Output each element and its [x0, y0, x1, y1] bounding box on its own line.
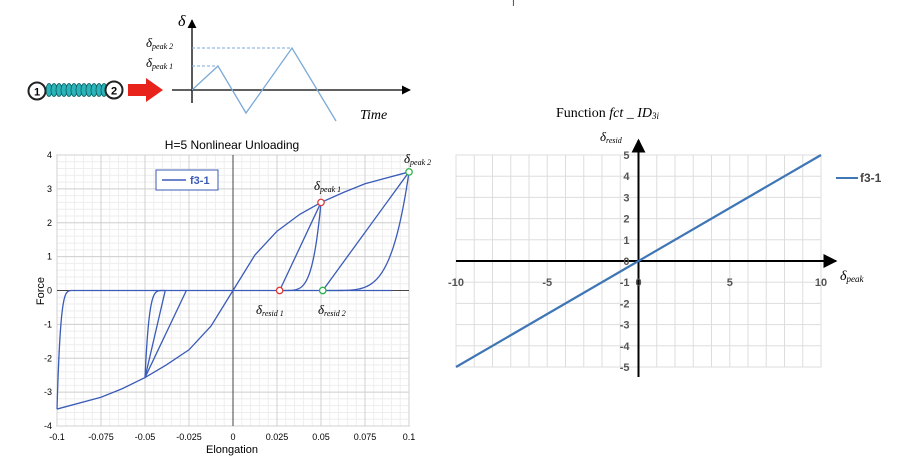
node-left	[27, 81, 47, 101]
left-x-tick-label: 0	[230, 432, 235, 442]
left-chart: H=5 Nonlinear Unloading -0.1 -0.075 -0.05-…	[35, 138, 431, 456]
right-y-tick-label: 2	[623, 214, 629, 226]
left-x-tick-label: 0.1	[403, 432, 416, 442]
left-y-tick-label: 0	[47, 286, 52, 296]
left-grid	[56, 154, 410, 427]
left-y-tick-label: 3	[47, 184, 52, 194]
displacement-history	[191, 46, 337, 122]
right-y-tick-label: 3	[623, 192, 629, 204]
left-legend-label: f3-1	[190, 175, 210, 187]
left-x-tick-label: 0.05	[312, 432, 330, 442]
right-series-line	[455, 154, 822, 368]
left-chart-title: H=5 Nonlinear Unloading	[165, 138, 299, 152]
right-y-tick-label: -5	[620, 362, 630, 374]
spring-element: 1 2	[27, 80, 124, 101]
left-x-tick-label: 0.075	[354, 432, 377, 442]
node-right-label: 2	[111, 86, 117, 98]
left-x-tick-label: -0.075	[88, 432, 114, 442]
right-y-tick-label: -1	[620, 277, 630, 289]
right-y-tick-label: 0	[623, 256, 629, 268]
right-y-tick-label: -3	[620, 320, 630, 332]
left-unloading-curve	[144, 289, 166, 378]
right-x-tick-label: 0	[635, 277, 641, 289]
peak1-label: δpeak 1	[146, 55, 173, 71]
right-x-tick-label: 10	[815, 277, 827, 289]
left-markers	[275, 168, 413, 295]
left-y-tick-label: 4	[47, 150, 52, 160]
right-y-tick-label: -2	[620, 298, 630, 310]
right-chart: Function fct _ ID3i -10 -5 0 5 10-5-4-3-2-10…	[448, 106, 882, 377]
left-x-tick-label: -0.05	[135, 432, 156, 442]
spring-coils	[45, 83, 108, 97]
left-y-tick-label: 2	[47, 218, 52, 228]
left-marker	[405, 168, 413, 176]
left-marker	[318, 286, 327, 295]
left-tick-labels: -0.1 -0.075 -0.05 -0.025 0 0.025 0.05 0.075 0.1 -…	[44, 150, 415, 442]
left-y-tick-label: -1	[44, 319, 52, 329]
left-y-axis-label: Force	[35, 277, 47, 305]
left-x-axis-label: Elongation	[206, 444, 258, 456]
left-x-tick-label: -0.1	[49, 432, 65, 442]
left-unloading-curve	[56, 289, 75, 410]
left-unloading-curve	[322, 171, 410, 292]
stray-tick: I	[512, 0, 515, 9]
right-chart-title: Function fct _ ID3i	[556, 106, 660, 121]
left-y-tick-label: -4	[44, 421, 52, 431]
right-axes	[456, 138, 838, 377]
left-y-tick-label: -2	[44, 353, 52, 363]
peak2-label: δpeak 2	[146, 35, 173, 51]
right-series-f3-1	[455, 154, 822, 368]
right-x-tick-label: -5	[542, 277, 552, 289]
left-x-tick-label: 0.025	[266, 432, 289, 442]
left-y-tick-label: -3	[44, 387, 52, 397]
left-unloading-linear	[279, 202, 322, 291]
right-legend-label: f3-1	[860, 171, 882, 185]
left-y-tick-label: 1	[47, 252, 52, 262]
left-marker	[317, 198, 325, 207]
right-legend: f3-1	[836, 171, 882, 185]
left-unloading-linear	[144, 290, 166, 378]
load-arrow-icon	[128, 78, 163, 102]
left-unloading-curve	[279, 202, 322, 292]
node-right	[104, 80, 124, 100]
right-x-tick-label: -10	[448, 277, 464, 289]
left-series-f3-1	[56, 171, 410, 410]
left-unloading-linear	[322, 171, 410, 291]
right-x-tick-label: 5	[727, 277, 733, 289]
left-legend: f3-1	[155, 169, 219, 191]
right-y-tick-label: -4	[620, 341, 631, 353]
node-left-label: 1	[34, 87, 40, 99]
right-y-tick-label: 5	[623, 150, 629, 162]
left-unloading-linear	[144, 290, 187, 378]
left-marker	[275, 286, 284, 295]
time-axis-label: Time	[360, 108, 387, 123]
right-x-axis-label: δpeak	[840, 269, 865, 284]
ann-peak2: δpeak 2	[404, 151, 431, 167]
delta-axis-label: δ	[178, 13, 186, 30]
right-y-tick-label: 4	[623, 171, 630, 183]
right-y-axis-label: δresid	[600, 129, 623, 145]
loading-diagram: 1 2 δ δpeak 2 δpeak 1 Time I	[27, 0, 515, 123]
left-x-tick-label: -0.025	[176, 432, 202, 442]
right-y-tick-label: 1	[623, 235, 629, 247]
